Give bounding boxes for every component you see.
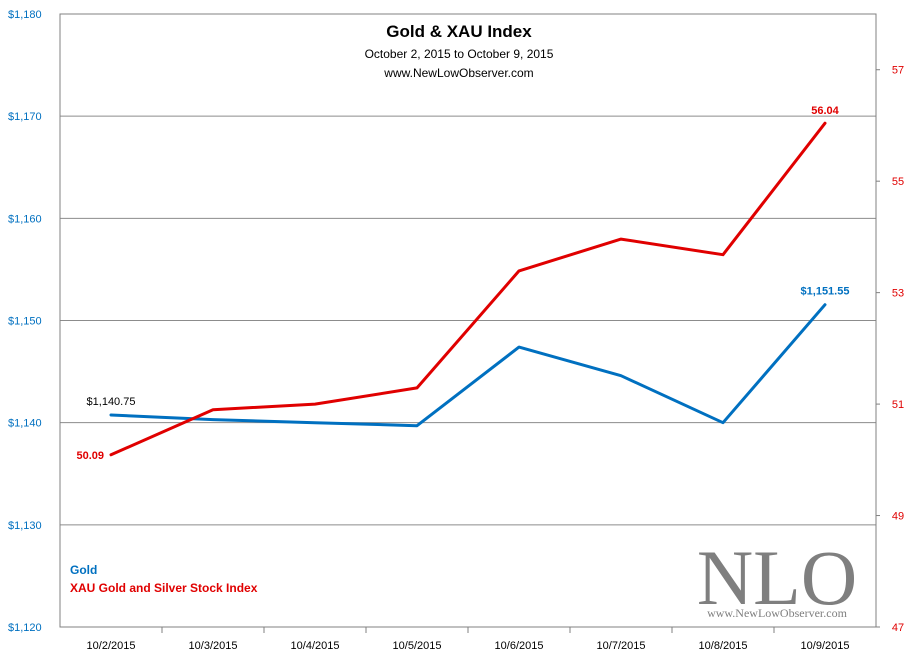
- left-tick-label: $1,160: [8, 213, 42, 225]
- left-tick-label: $1,120: [8, 622, 42, 634]
- xau-data-label: 50.09: [76, 450, 104, 462]
- legend-gold: Gold: [70, 563, 97, 577]
- right-tick-label: 47: [892, 622, 904, 634]
- data-labels: $1,140.75 $1,151.55 50.09 56.04: [76, 105, 849, 462]
- x-tick-label: 10/3/2015: [189, 640, 238, 652]
- left-tick-label: $1,150: [8, 316, 42, 328]
- x-tick-label: 10/9/2015: [801, 640, 850, 652]
- xau-series-line: [109, 121, 827, 457]
- xau-data-label: 56.04: [811, 105, 839, 117]
- series-layer: [109, 121, 827, 457]
- right-axis: 47 49 51 53 55 57: [876, 65, 904, 634]
- x-tick-label: 10/6/2015: [495, 640, 544, 652]
- left-tick-label: $1,170: [8, 111, 42, 123]
- chart-source: www.NewLowObserver.com: [383, 66, 533, 80]
- right-tick-label: 57: [892, 65, 904, 77]
- x-axis: 10/2/2015 10/3/2015 10/4/2015 10/5/2015 10/6…: [87, 627, 850, 652]
- gold-data-label: $1,140.75: [87, 396, 136, 408]
- gold-series-line: [109, 303, 827, 428]
- chart-title: Gold & XAU Index: [386, 22, 532, 41]
- right-tick-label: 49: [892, 511, 904, 523]
- grid: [60, 115, 876, 526]
- x-tick-label: 10/4/2015: [291, 640, 340, 652]
- legend-xau: XAU Gold and Silver Stock Index: [70, 581, 258, 595]
- x-tick-label: 10/5/2015: [393, 640, 442, 652]
- right-tick-label: 55: [892, 176, 904, 188]
- right-tick-label: 51: [892, 399, 904, 411]
- chart-subtitle: October 2, 2015 to October 9, 2015: [365, 47, 554, 61]
- x-tick-label: 10/7/2015: [597, 640, 646, 652]
- gold-data-label: $1,151.55: [801, 286, 850, 298]
- watermark-url: www.NewLowObserver.com: [707, 606, 848, 620]
- left-tick-label: $1,140: [8, 418, 42, 430]
- x-tick-label: 10/2/2015: [87, 640, 136, 652]
- left-tick-label: $1,130: [8, 520, 42, 532]
- nlo-logo: NLO: [697, 534, 857, 621]
- left-tick-label: $1,180: [8, 9, 42, 21]
- right-tick-label: 53: [892, 288, 904, 300]
- nlo-watermark: NLO www.NewLowObserver.com: [697, 534, 857, 621]
- left-axis: $1,120 $1,130 $1,140 $1,150 $1,160 $1,170 $1,1…: [8, 9, 42, 634]
- x-tick-label: 10/8/2015: [699, 640, 748, 652]
